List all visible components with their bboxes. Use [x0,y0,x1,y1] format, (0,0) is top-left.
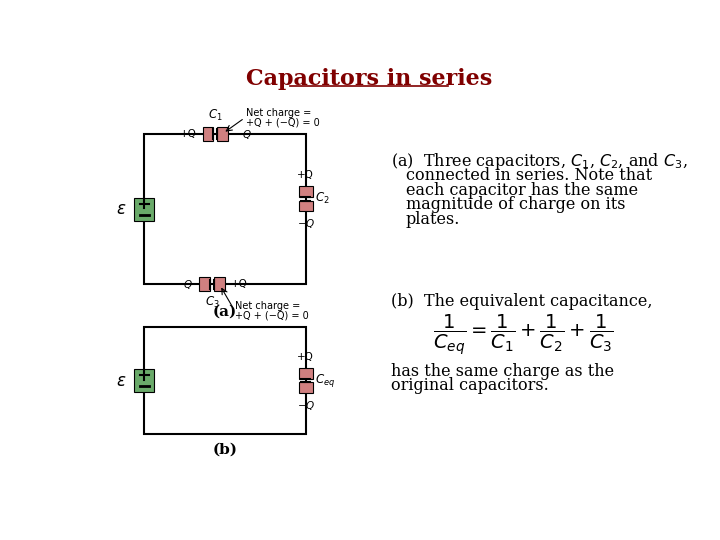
Text: $-Q$: $-Q$ [234,127,252,140]
Text: $-Q$: $-Q$ [297,399,315,412]
Bar [214,278,225,291]
Bar [299,382,312,393]
Text: +Q: +Q [230,279,248,289]
Bar [134,369,154,392]
Bar [299,368,312,379]
Text: +Q + (−Q) = 0: +Q + (−Q) = 0 [246,118,320,127]
Text: $C_2$: $C_2$ [315,191,330,206]
Bar [202,127,213,141]
Text: +Q: +Q [297,352,315,362]
Bar [299,186,312,197]
Bar [199,278,210,291]
Bar [144,327,306,434]
Text: (a)  Three capacitors, $C_1$, $C_2$, and $C_3$,: (a) Three capacitors, $C_1$, $C_2$, and … [390,151,687,172]
Text: $\dfrac{1}{C_{eq}} = \dfrac{1}{C_1} + \dfrac{1}{C_2} + \dfrac{1}{C_3}$: $\dfrac{1}{C_{eq}} = \dfrac{1}{C_1} + \d… [433,312,613,356]
Text: +Q: +Q [297,170,315,180]
Text: connected in series. Note that: connected in series. Note that [406,167,652,184]
Text: $-Q$: $-Q$ [175,278,194,291]
Text: $\varepsilon$: $\varepsilon$ [116,372,127,389]
Text: $C_1$: $C_1$ [208,108,222,123]
Text: $\varepsilon$: $\varepsilon$ [116,200,127,218]
Text: +Q: +Q [180,129,197,139]
Text: $C_{eq}$: $C_{eq}$ [315,372,336,389]
Bar [144,134,306,284]
Text: $-Q$: $-Q$ [297,217,315,230]
Text: each capacitor has the same: each capacitor has the same [406,182,638,199]
Text: Net charge =: Net charge = [235,301,300,311]
Text: Net charge =: Net charge = [246,107,311,118]
Text: (b): (b) [212,443,238,457]
Text: (b)  The equivalent capacitance,: (b) The equivalent capacitance, [390,293,652,310]
Text: original capacitors.: original capacitors. [390,377,549,394]
Text: $C_3$: $C_3$ [204,295,220,310]
Text: (a): (a) [213,304,237,318]
Text: has the same charge as the: has the same charge as the [390,363,613,380]
Bar [217,127,228,141]
Text: Capacitors in series: Capacitors in series [246,68,492,90]
Text: magnitude of charge on its: magnitude of charge on its [406,197,626,213]
Text: plates.: plates. [406,211,460,228]
Text: +Q + (−Q) = 0: +Q + (−Q) = 0 [235,311,309,321]
Bar [134,198,154,221]
Bar [299,200,312,211]
